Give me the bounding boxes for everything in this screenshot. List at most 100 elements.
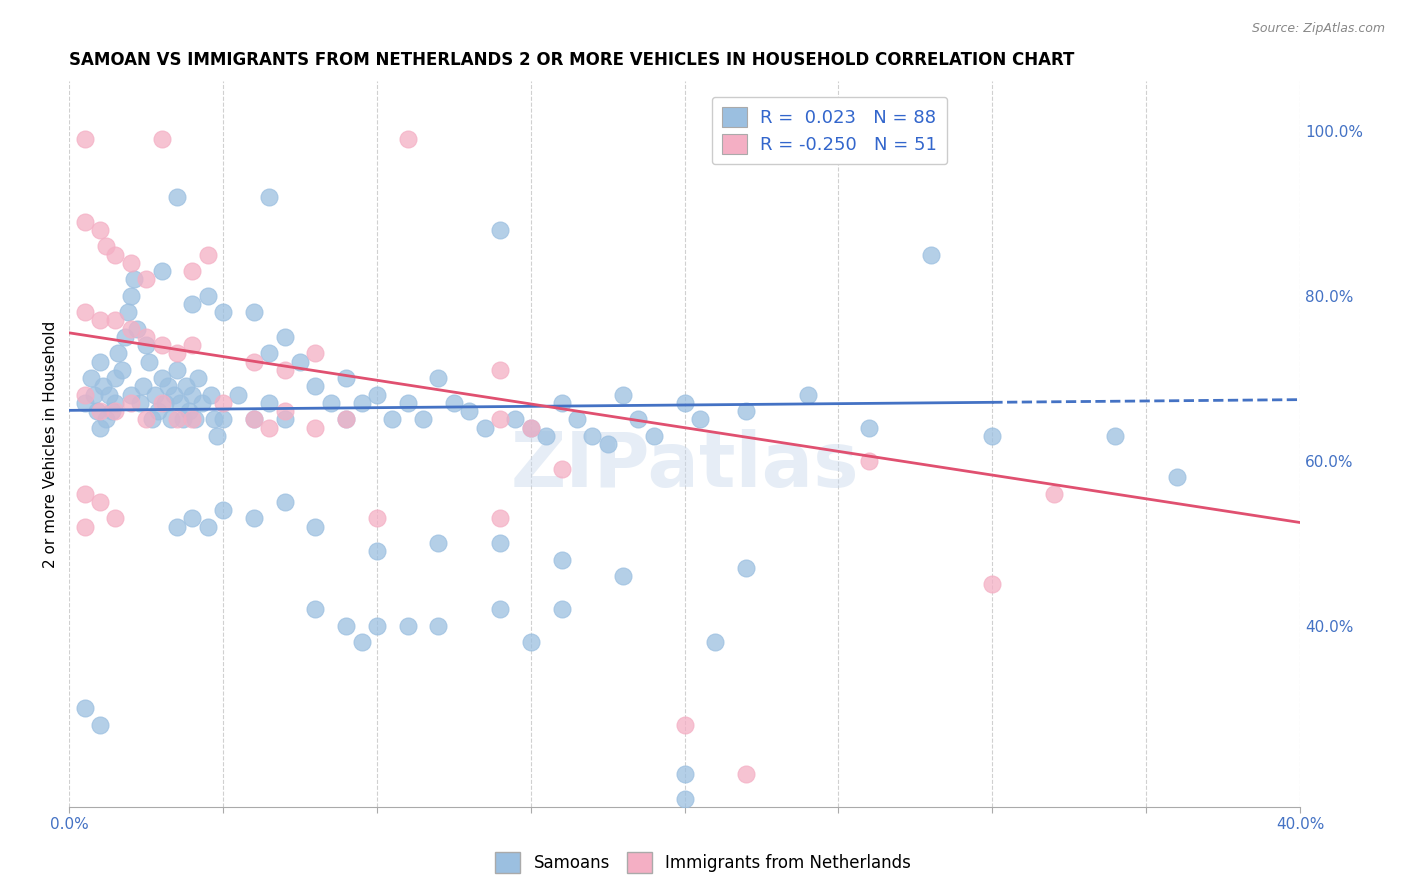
Point bbox=[505, 412, 527, 426]
Point bbox=[350, 635, 373, 649]
Point bbox=[73, 132, 96, 146]
Point bbox=[181, 338, 204, 352]
Point bbox=[202, 412, 225, 426]
Point bbox=[381, 412, 404, 426]
Point bbox=[181, 264, 204, 278]
Point bbox=[689, 412, 711, 426]
Point bbox=[335, 371, 357, 385]
Point bbox=[735, 767, 758, 781]
Point bbox=[110, 363, 132, 377]
Point bbox=[520, 420, 543, 434]
Point bbox=[197, 289, 219, 303]
Point bbox=[89, 223, 111, 237]
Point bbox=[257, 346, 280, 360]
Point bbox=[427, 618, 450, 632]
Point bbox=[205, 429, 228, 443]
Point bbox=[489, 511, 512, 525]
Point bbox=[104, 371, 127, 385]
Point bbox=[150, 396, 173, 410]
Point bbox=[89, 420, 111, 434]
Point bbox=[104, 404, 127, 418]
Point bbox=[304, 602, 326, 616]
Point bbox=[150, 371, 173, 385]
Point bbox=[120, 322, 142, 336]
Point bbox=[489, 223, 512, 237]
Point bbox=[673, 396, 696, 410]
Point bbox=[190, 396, 212, 410]
Point bbox=[596, 437, 619, 451]
Point bbox=[159, 412, 181, 426]
Point bbox=[101, 404, 124, 418]
Point bbox=[366, 387, 388, 401]
Point bbox=[474, 420, 496, 434]
Point bbox=[184, 412, 207, 426]
Point bbox=[273, 404, 295, 418]
Point bbox=[200, 387, 222, 401]
Point bbox=[550, 602, 572, 616]
Point bbox=[550, 552, 572, 566]
Point bbox=[1043, 486, 1066, 500]
Point bbox=[104, 511, 127, 525]
Point bbox=[396, 396, 419, 410]
Point bbox=[243, 412, 266, 426]
Point bbox=[135, 412, 157, 426]
Point bbox=[304, 519, 326, 533]
Point bbox=[181, 511, 204, 525]
Point bbox=[673, 767, 696, 781]
Point bbox=[73, 519, 96, 533]
Point bbox=[735, 404, 758, 418]
Point bbox=[132, 379, 155, 393]
Point bbox=[129, 396, 152, 410]
Point bbox=[273, 363, 295, 377]
Point bbox=[612, 569, 634, 583]
Point bbox=[565, 412, 588, 426]
Point bbox=[172, 412, 194, 426]
Point bbox=[273, 495, 295, 509]
Point bbox=[166, 363, 188, 377]
Point bbox=[458, 404, 481, 418]
Point bbox=[107, 346, 129, 360]
Point bbox=[228, 387, 250, 401]
Point bbox=[73, 387, 96, 401]
Text: SAMOAN VS IMMIGRANTS FROM NETHERLANDS 2 OR MORE VEHICLES IN HOUSEHOLD CORRELATIO: SAMOAN VS IMMIGRANTS FROM NETHERLANDS 2 … bbox=[69, 51, 1074, 69]
Point bbox=[858, 420, 880, 434]
Legend: R =  0.023   N = 88, R = -0.250   N = 51: R = 0.023 N = 88, R = -0.250 N = 51 bbox=[711, 97, 948, 164]
Point bbox=[166, 412, 188, 426]
Point bbox=[796, 387, 818, 401]
Point bbox=[304, 346, 326, 360]
Point bbox=[135, 338, 157, 352]
Point bbox=[335, 412, 357, 426]
Point bbox=[187, 371, 209, 385]
Point bbox=[138, 355, 160, 369]
Point bbox=[104, 313, 127, 327]
Point bbox=[212, 305, 235, 319]
Point bbox=[366, 544, 388, 558]
Point bbox=[89, 313, 111, 327]
Point bbox=[120, 387, 142, 401]
Point bbox=[174, 379, 197, 393]
Point bbox=[350, 396, 373, 410]
Point bbox=[673, 717, 696, 731]
Point bbox=[89, 495, 111, 509]
Point bbox=[148, 404, 170, 418]
Point bbox=[273, 330, 295, 344]
Point bbox=[98, 387, 121, 401]
Point bbox=[120, 396, 142, 410]
Point bbox=[550, 462, 572, 476]
Point bbox=[243, 305, 266, 319]
Point bbox=[150, 338, 173, 352]
Legend: Samoans, Immigrants from Netherlands: Samoans, Immigrants from Netherlands bbox=[488, 846, 918, 880]
Point bbox=[643, 429, 665, 443]
Point bbox=[212, 396, 235, 410]
Point bbox=[704, 635, 727, 649]
Point bbox=[197, 247, 219, 261]
Point bbox=[443, 396, 465, 410]
Point bbox=[735, 561, 758, 575]
Point bbox=[166, 346, 188, 360]
Point bbox=[489, 363, 512, 377]
Point bbox=[319, 396, 342, 410]
Point bbox=[612, 387, 634, 401]
Point bbox=[396, 132, 419, 146]
Point bbox=[257, 396, 280, 410]
Point bbox=[73, 305, 96, 319]
